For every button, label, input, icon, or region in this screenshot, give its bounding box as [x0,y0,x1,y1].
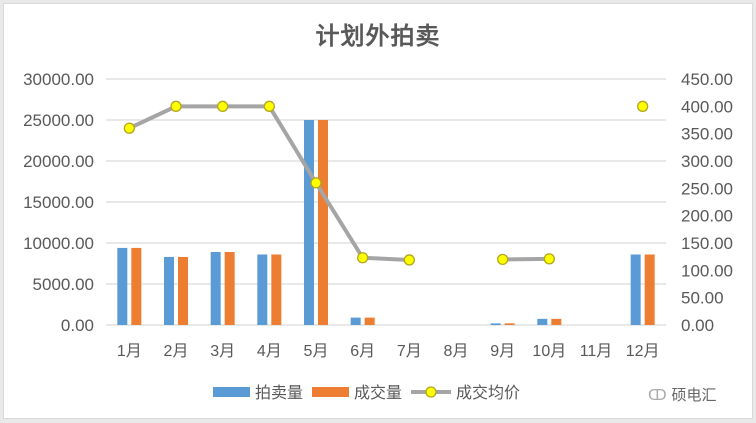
legend-swatch-auction [213,387,250,397]
x-axis-tick: 2月 [164,343,189,360]
bar [304,120,314,325]
x-axis-tick: 6月 [350,343,375,360]
bar [630,254,641,325]
x-axis-tick: 12月 [626,343,660,360]
x-axis-tick: 5月 [304,343,329,360]
legend-label: 成交量 [354,384,402,402]
line-segment [128,104,410,262]
right-axis-tick: 200.00 [681,207,733,226]
bar [131,247,142,325]
right-axis-tick: 400.00 [681,97,733,116]
line-marker [497,253,509,266]
bar [117,247,128,325]
watermark: ↀ 硕电汇 [648,384,716,405]
bar [537,318,548,325]
line-marker [310,177,322,189]
bar [178,256,188,325]
right-axis-tick: 0.00 [681,316,714,335]
line-marker [403,254,415,266]
left-axis-tick: 15000.00 [23,193,94,212]
legend-label: 成交均价 [456,384,520,402]
left-axis-tick: 5000.00 [33,275,94,294]
right-axis-tick: 450.00 [681,70,733,89]
bar [210,252,221,325]
bar [164,256,174,325]
left-axis-tick: 20000.00 [23,152,94,171]
bar [257,254,268,325]
bar [490,323,501,325]
right-axis-tick: 150.00 [681,234,733,253]
line-marker [263,100,275,112]
legend-marker [425,386,437,398]
bar [644,254,655,325]
line-marker [217,100,229,112]
left-axis-tick: 0.00 [61,316,94,335]
right-axis-tick: 300.00 [681,152,733,171]
line-marker [543,253,555,265]
left-axis-tick: 10000.00 [23,234,94,253]
line-marker [123,122,135,134]
x-axis-tick: 8月 [444,343,469,360]
bar [271,254,282,325]
line-marker [357,252,369,264]
bar [350,317,361,325]
x-axis-tick: 3月 [210,343,235,360]
legend-swatch-deal [312,387,349,397]
bar [504,323,515,325]
bar [224,252,235,325]
line-segment [502,256,550,262]
left-axis-tick: 30000.00 [23,70,94,89]
x-axis-tick: 7月 [397,343,422,360]
right-axis-tick: 100.00 [681,261,733,280]
right-axis-tick: 350.00 [681,125,733,144]
x-axis-tick: 11月 [580,343,613,360]
x-axis-tick: 9月 [490,343,515,360]
watermark-text: 硕电汇 [671,386,717,404]
wechat-icon: ↀ [648,386,667,404]
line-marker [637,100,649,112]
chart-frame [3,3,753,419]
bar [364,317,375,325]
bar [318,120,328,325]
legend-label: 拍卖量 [255,384,303,402]
chart-title: 计划外拍卖 [315,22,441,50]
right-axis-tick: 250.00 [681,179,733,198]
left-axis-tick: 25000.00 [23,111,94,130]
x-axis-tick: 4月 [257,343,282,360]
bar [551,318,562,325]
right-axis-tick: 50.00 [681,289,724,308]
line-marker [170,100,182,112]
x-axis-tick: 1月 [117,343,142,360]
x-axis-tick: 10月 [532,343,566,360]
